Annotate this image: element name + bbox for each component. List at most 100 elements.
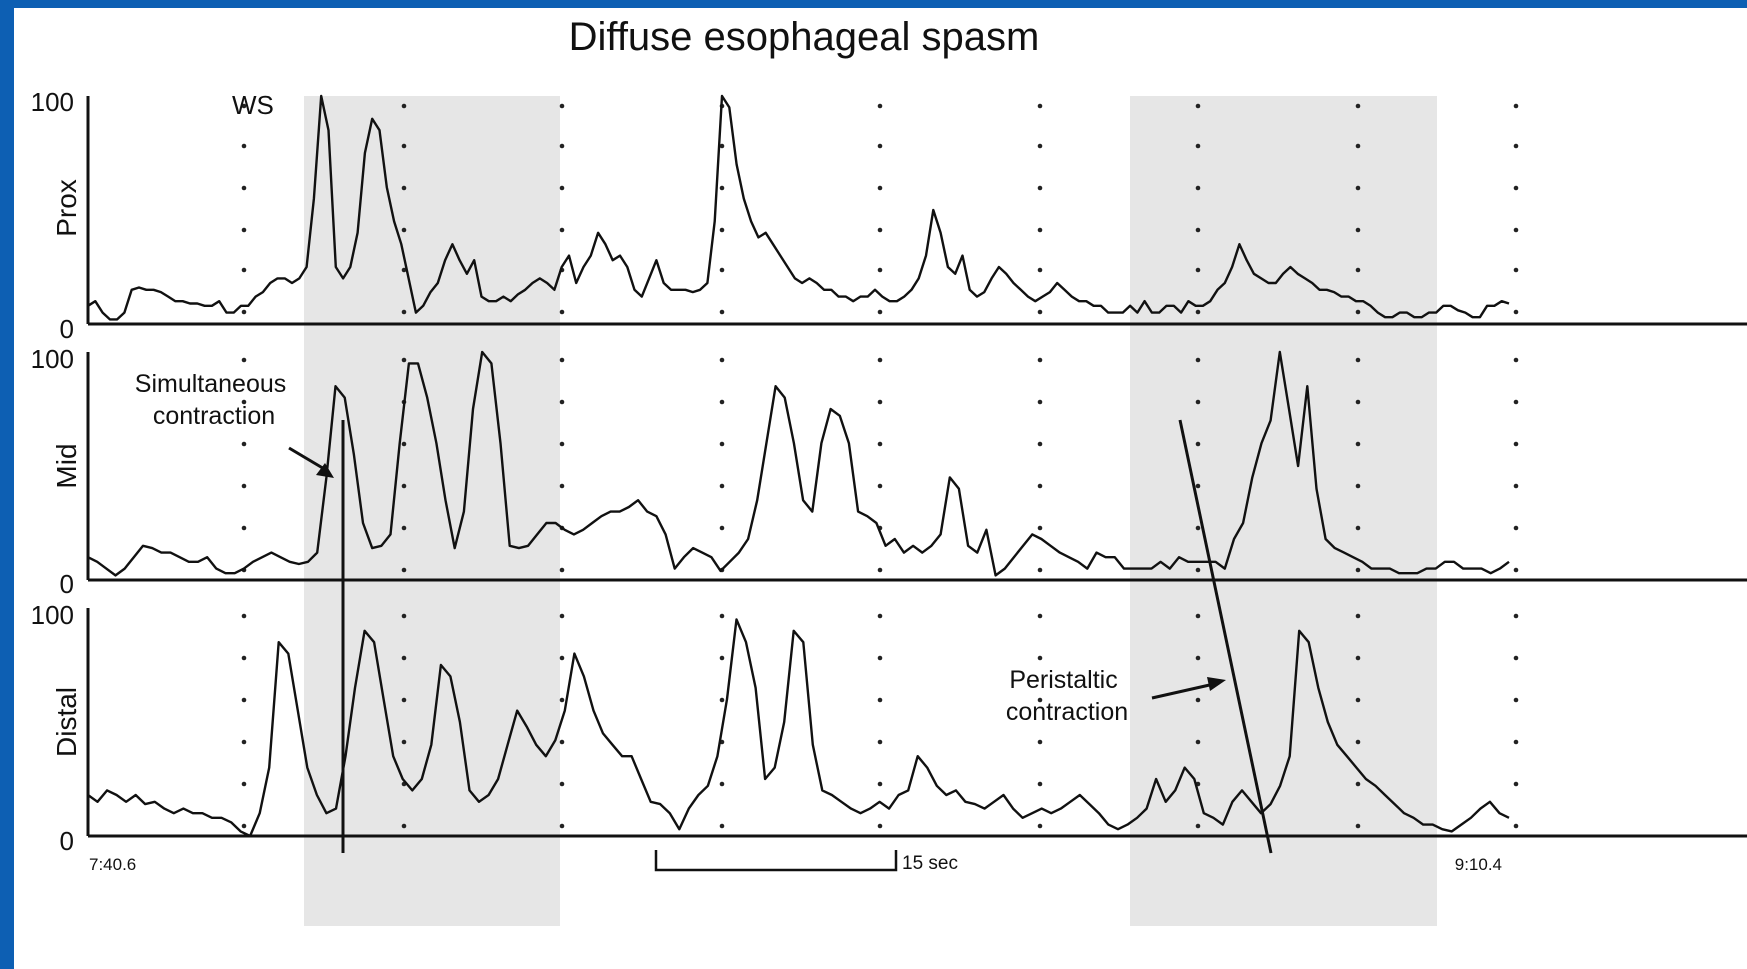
grid-dot [877,143,883,149]
grid-dot [1037,143,1043,149]
grid-dot [401,697,407,703]
distal-trace [87,618,1510,838]
swallow-label: WS [232,90,274,120]
grid-dot [1037,739,1043,745]
mid-ytick-min: 0 [60,569,74,599]
grid-dot [559,227,565,233]
grid-dot [241,613,247,619]
grid-dot [1355,441,1361,447]
grid-dot [559,613,565,619]
grid-dot [241,185,247,191]
simultaneous-arrow-head [316,463,334,478]
grid-dot [877,441,883,447]
grid-dot [559,739,565,745]
motility-chart: Diffuse esophageal spasm Prox Mid Distal… [31,15,1747,926]
grid-dot [559,143,565,149]
grid-dot [1195,823,1201,829]
scale-bar-label: 15 sec [902,853,958,874]
grid-dot [559,309,565,315]
grid-dot [559,399,565,405]
grid-dot [1355,525,1361,531]
grid-dot [1037,399,1043,405]
peristaltic-label-line-1: Peristaltic [1009,666,1117,694]
grid-dot [877,823,883,829]
chart-title: Diffuse esophageal spasm [569,15,1040,59]
grid-dot [719,613,725,619]
grid-dot [1513,441,1519,447]
grid-dot [877,399,883,405]
grid-dot [1037,613,1043,619]
grid-dot [559,655,565,661]
panel-label-distal: Distal [51,687,82,757]
grid-dot [1513,567,1519,573]
grid-dot [1355,267,1361,273]
grid-dot [241,441,247,447]
grid-dot [877,267,883,273]
grid-dot [1037,655,1043,661]
grid-dot [877,739,883,745]
simultaneous-label-line-2: contraction [153,402,275,430]
grid-dot [877,483,883,489]
simultaneous-arrow-shaft [288,446,327,472]
grid-dot [401,655,407,661]
grid-dot [877,227,883,233]
grid-dot [241,309,247,315]
grid-dot [1355,185,1361,191]
grid-dot [1195,227,1201,233]
grid-dot [1195,441,1201,447]
grid-dot [241,357,247,363]
grid-dot [559,483,565,489]
grid-dot [1195,697,1201,703]
grid-dot [1037,227,1043,233]
grid-dot [1195,143,1201,149]
grid-dot [1037,483,1043,489]
grid-dot [401,185,407,191]
grid-dot [241,143,247,149]
swallow-window-2 [1130,96,1437,926]
grid-dot [401,525,407,531]
grid-dot [1355,781,1361,787]
grid-dot [241,739,247,745]
grid-dot [1195,399,1201,405]
peristaltic-label-line-2: contraction [1006,698,1128,726]
grid-dot [1037,103,1043,109]
grid-dot [1195,567,1201,573]
grid-dot [877,567,883,573]
grid-dot [1037,441,1043,447]
grid-dot [241,525,247,531]
mid-trace [87,350,1510,577]
grid-dot [1355,309,1361,315]
grid-dot [401,267,407,273]
grid-dot [401,613,407,619]
grid-dot [241,399,247,405]
grid-dot [1513,267,1519,273]
grid-dot [719,525,725,531]
grid-dot [1355,739,1361,745]
distal-ytick-min: 0 [60,826,74,856]
grid-dot [1355,567,1361,573]
grid-dot [1513,525,1519,531]
grid-dot [719,781,725,787]
grid-dot [1513,143,1519,149]
grid-dot [719,227,725,233]
grid-dot [1355,103,1361,109]
grid-dot [719,697,725,703]
grid-dot [719,309,725,315]
grid-dot [877,185,883,191]
grid-dot [719,267,725,273]
grid-dot [1037,267,1043,273]
grid-dot [1037,697,1043,703]
grid-dot [401,143,407,149]
grid-dot [401,567,407,573]
grid-dot [1513,399,1519,405]
scale-bar [654,850,898,872]
grid-dot [1513,613,1519,619]
figure-frame: Diffuse esophageal spasm Prox Mid Distal… [14,8,1747,969]
grid-dot [559,185,565,191]
grid-dot [719,441,725,447]
x-end-label: 9:10.4 [1455,855,1502,874]
grid-dot [401,103,407,109]
grid-dot [1355,697,1361,703]
grid-dot [241,103,247,109]
grid-dot [401,309,407,315]
